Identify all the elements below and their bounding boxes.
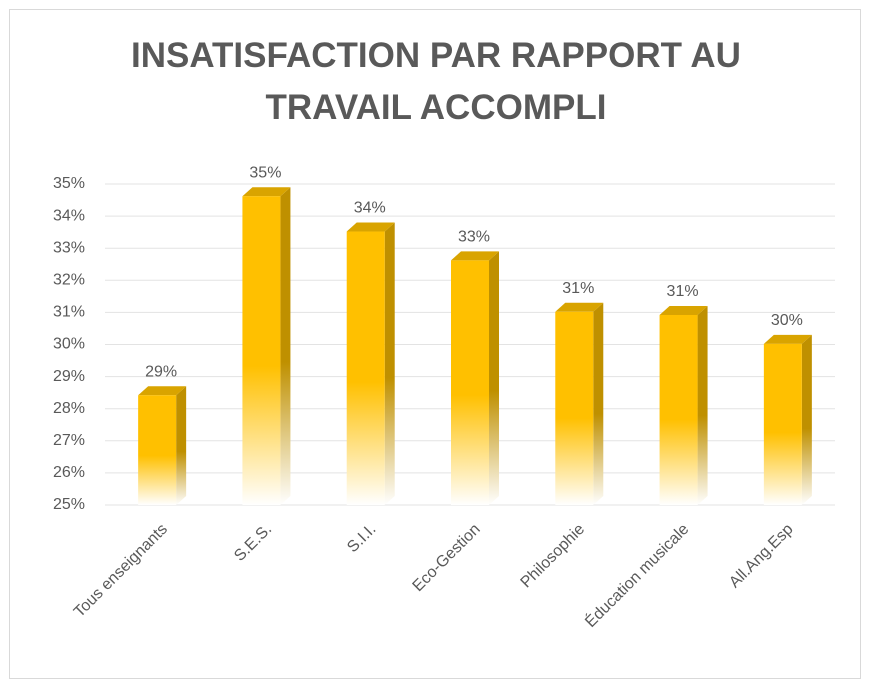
bar-side xyxy=(176,386,187,505)
y-tick-label: 31% xyxy=(53,304,85,321)
value-label: 31% xyxy=(667,283,699,300)
chart-title: INSATISFACTION PAR RAPPORT AU TRAVAIL AC… xyxy=(131,36,741,127)
bar xyxy=(346,222,395,505)
y-tick-label: 34% xyxy=(53,207,85,224)
bar-front xyxy=(763,343,802,505)
value-label: 34% xyxy=(354,200,386,217)
bar xyxy=(242,187,291,505)
bar-side xyxy=(489,251,499,505)
y-tick-label: 33% xyxy=(53,239,85,256)
bar-front xyxy=(659,314,698,505)
bar-top xyxy=(138,386,187,396)
bar-front xyxy=(451,260,489,505)
bar-top xyxy=(555,302,604,312)
bar-front xyxy=(555,311,594,505)
y-tick-label: 29% xyxy=(53,368,85,385)
bar xyxy=(555,302,604,505)
y-tick-label: 32% xyxy=(53,272,85,289)
x-tick-label: Tous enseignants xyxy=(71,521,171,621)
y-tick-label: 25% xyxy=(53,496,85,513)
x-tick-label: S.I.I. xyxy=(344,521,379,556)
y-tick-label: 28% xyxy=(53,400,85,417)
x-tick-label: All.Ang.Esp xyxy=(726,521,797,592)
value-label: 35% xyxy=(249,164,281,181)
x-tick-label: Éducation musicale xyxy=(581,519,693,631)
bar-side xyxy=(801,334,812,505)
bar-top xyxy=(659,305,708,315)
x-tick-label: S.E.S. xyxy=(231,521,275,565)
bar-top xyxy=(451,251,499,261)
bar xyxy=(451,251,499,505)
y-tick-label: 30% xyxy=(53,336,85,353)
y-tick-label: 35% xyxy=(53,175,85,192)
x-tick-label: Philosophie xyxy=(518,521,589,592)
bar-side xyxy=(384,222,395,505)
value-label: 29% xyxy=(145,363,177,380)
bar-side xyxy=(593,302,604,505)
x-tick-label: Eco-Gestion xyxy=(410,521,484,595)
chart-frame xyxy=(9,9,861,679)
bar-side xyxy=(280,187,291,505)
value-label: 31% xyxy=(562,280,594,297)
bar-top xyxy=(346,222,395,232)
bar-front xyxy=(138,395,177,505)
value-label: 33% xyxy=(458,229,490,246)
bar xyxy=(659,305,708,505)
bar xyxy=(763,334,812,505)
bar-top xyxy=(763,334,812,344)
y-tick-label: 26% xyxy=(53,464,85,481)
bar-front xyxy=(242,196,281,505)
y-tick-label: 27% xyxy=(53,432,85,449)
value-label: 30% xyxy=(771,312,803,329)
bar xyxy=(138,386,187,505)
bar-side xyxy=(697,305,708,505)
bar-top xyxy=(242,187,291,197)
bar-front xyxy=(346,231,385,505)
